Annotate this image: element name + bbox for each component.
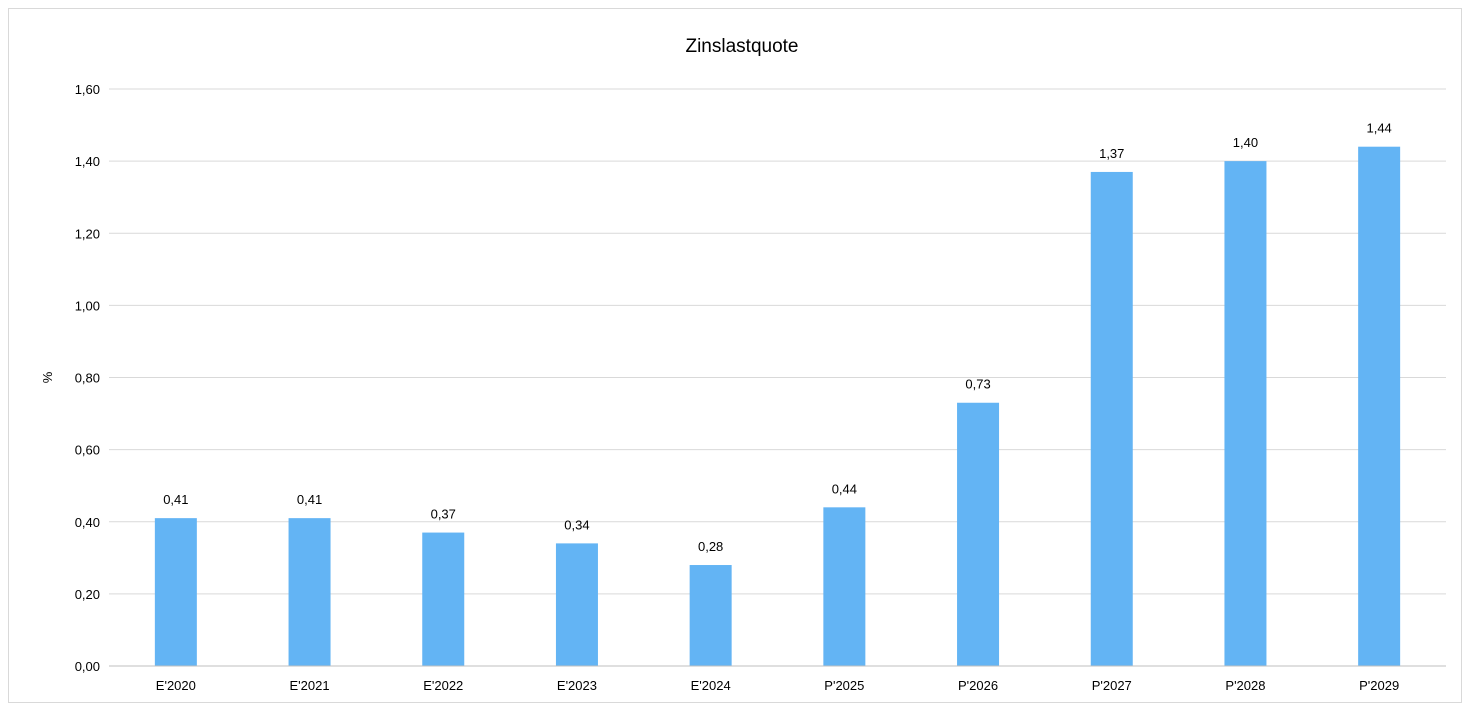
- bars: [154, 146, 1401, 666]
- y-tick-label: 0,20: [75, 587, 100, 602]
- data-label: 0,28: [698, 539, 723, 554]
- data-label: 0,44: [832, 481, 857, 496]
- bar: [823, 507, 866, 666]
- x-tick-label: E'2021: [290, 678, 330, 693]
- bar: [1090, 171, 1133, 666]
- bar: [1358, 146, 1401, 666]
- bar: [288, 518, 331, 666]
- bar: [957, 402, 1000, 666]
- x-tick-label: P'2029: [1359, 678, 1399, 693]
- y-tick-label: 1,40: [75, 154, 100, 169]
- bar: [422, 532, 465, 666]
- y-tick-label: 0,40: [75, 515, 100, 530]
- chart-title: Zinslastquote: [685, 36, 798, 57]
- x-axis-ticks: E'2020 E'2021 E'2022 E'2023 E'2024 P'2025 P'20…: [156, 678, 1399, 693]
- data-label: 0,73: [965, 377, 990, 392]
- y-tick-label: 1,60: [75, 82, 100, 97]
- data-label: 0,37: [431, 507, 456, 522]
- x-tick-label: E'2020: [156, 678, 196, 693]
- y-tick-label: 0,60: [75, 443, 100, 458]
- y-tick-label: 0,80: [75, 371, 100, 386]
- data-label: 0,34: [564, 517, 589, 532]
- data-label: 1,37: [1099, 146, 1124, 161]
- x-tick-label: P'2028: [1225, 678, 1265, 693]
- y-axis-title: %: [40, 371, 55, 383]
- x-tick-label: P'2026: [958, 678, 998, 693]
- y-tick-label: 1,20: [75, 226, 100, 241]
- bar: [555, 543, 598, 666]
- x-tick-label: P'2027: [1092, 678, 1132, 693]
- data-label: 0,41: [163, 492, 188, 507]
- x-tick-label: E'2023: [557, 678, 597, 693]
- data-label: 1,40: [1233, 135, 1258, 150]
- x-tick-label: E'2022: [423, 678, 463, 693]
- data-label: 0,41: [297, 492, 322, 507]
- data-label: 1,44: [1366, 121, 1391, 136]
- gridlines: [109, 88, 1446, 595]
- bar: [1224, 161, 1267, 666]
- y-tick-label: 1,00: [75, 298, 100, 313]
- y-axis-ticks: 0,00 0,20 0,40 0,60 0,80 1,00 1,20 1,40 1,60: [75, 82, 100, 674]
- y-tick-label: 0,00: [75, 659, 100, 674]
- bar: [689, 565, 732, 666]
- x-tick-label: E'2024: [691, 678, 731, 693]
- data-labels: 0,41 0,41 0,37 0,34 0,28 0,44 0,73 1,37 1,40 1,44: [163, 121, 1392, 554]
- x-tick-label: P'2025: [824, 678, 864, 693]
- chart-frame: [8, 8, 1462, 703]
- bar: [154, 518, 197, 666]
